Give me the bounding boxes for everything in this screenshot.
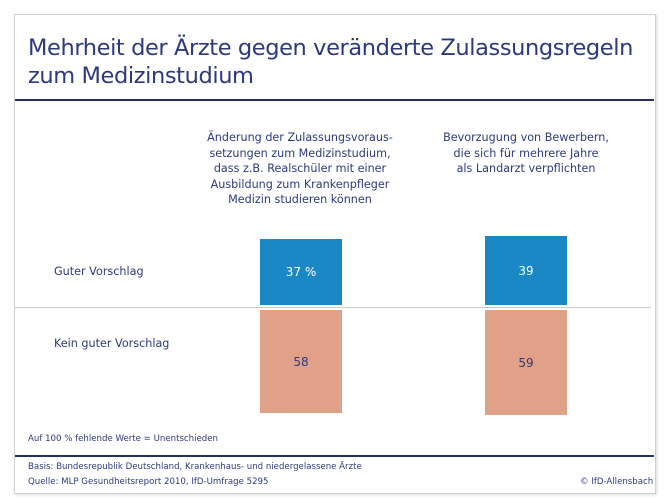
bar-value-label: 58 [293, 354, 309, 369]
bar-guter-vorschlag-1: 37 % [260, 239, 342, 305]
column-header-2: Bevorzugung von Bewerbern, die sich für … [406, 130, 646, 177]
chart-title: Mehrheit der Ärzte gegen veränderte Zula… [28, 34, 633, 90]
title-line-2: zum Medizinstudium [28, 63, 254, 89]
column-header-line: Ausbildung zum Krankenpfleger [210, 177, 390, 191]
title-rule [15, 99, 654, 101]
column-header-1: Änderung der Zulassungsvoraus- setzungen… [180, 130, 420, 208]
source-text: Quelle: MLP Gesundheitsreport 2010, IfD-… [28, 477, 269, 487]
column-header-line: setzungen zum Medizinstudium, [209, 146, 391, 160]
bar-value-label: 59 [518, 355, 534, 370]
footnote: Auf 100 % fehlende Werte = Unentschieden [28, 434, 218, 444]
row-separator [15, 307, 651, 308]
row-label-guter-vorschlag: Guter Vorschlag [54, 265, 144, 278]
basis-text: Basis: Bundesrepublik Deutschland, Krank… [28, 462, 362, 472]
column-header-line: dass z.B. Realschüler mit einer [213, 162, 387, 175]
bar-kein-guter-vorschlag-2: 59 [485, 310, 567, 415]
bar-kein-guter-vorschlag-1: 58 [260, 310, 342, 413]
column-header-line: Bevorzugung von Bewerbern, [443, 131, 609, 144]
footer-rule [15, 455, 654, 457]
title-line-1: Mehrheit der Ärzte gegen veränderte Zula… [28, 35, 633, 61]
column-header-line: Medizin studieren können [228, 193, 372, 206]
bar-guter-vorschlag-2: 39 [485, 236, 567, 305]
column-header-line: als Landarzt verpflichten [456, 162, 596, 175]
row-label-kein-guter-vorschlag: Kein guter Vorschlag [54, 337, 170, 350]
copyright-text: © IfD-Allensbach [580, 477, 654, 487]
bar-value-label: 37 % [285, 265, 317, 279]
column-header-line: die sich für mehrere Jahre [453, 146, 599, 160]
bar-value-label: 39 [518, 263, 534, 278]
column-header-line: Änderung der Zulassungsvoraus- [207, 131, 393, 144]
